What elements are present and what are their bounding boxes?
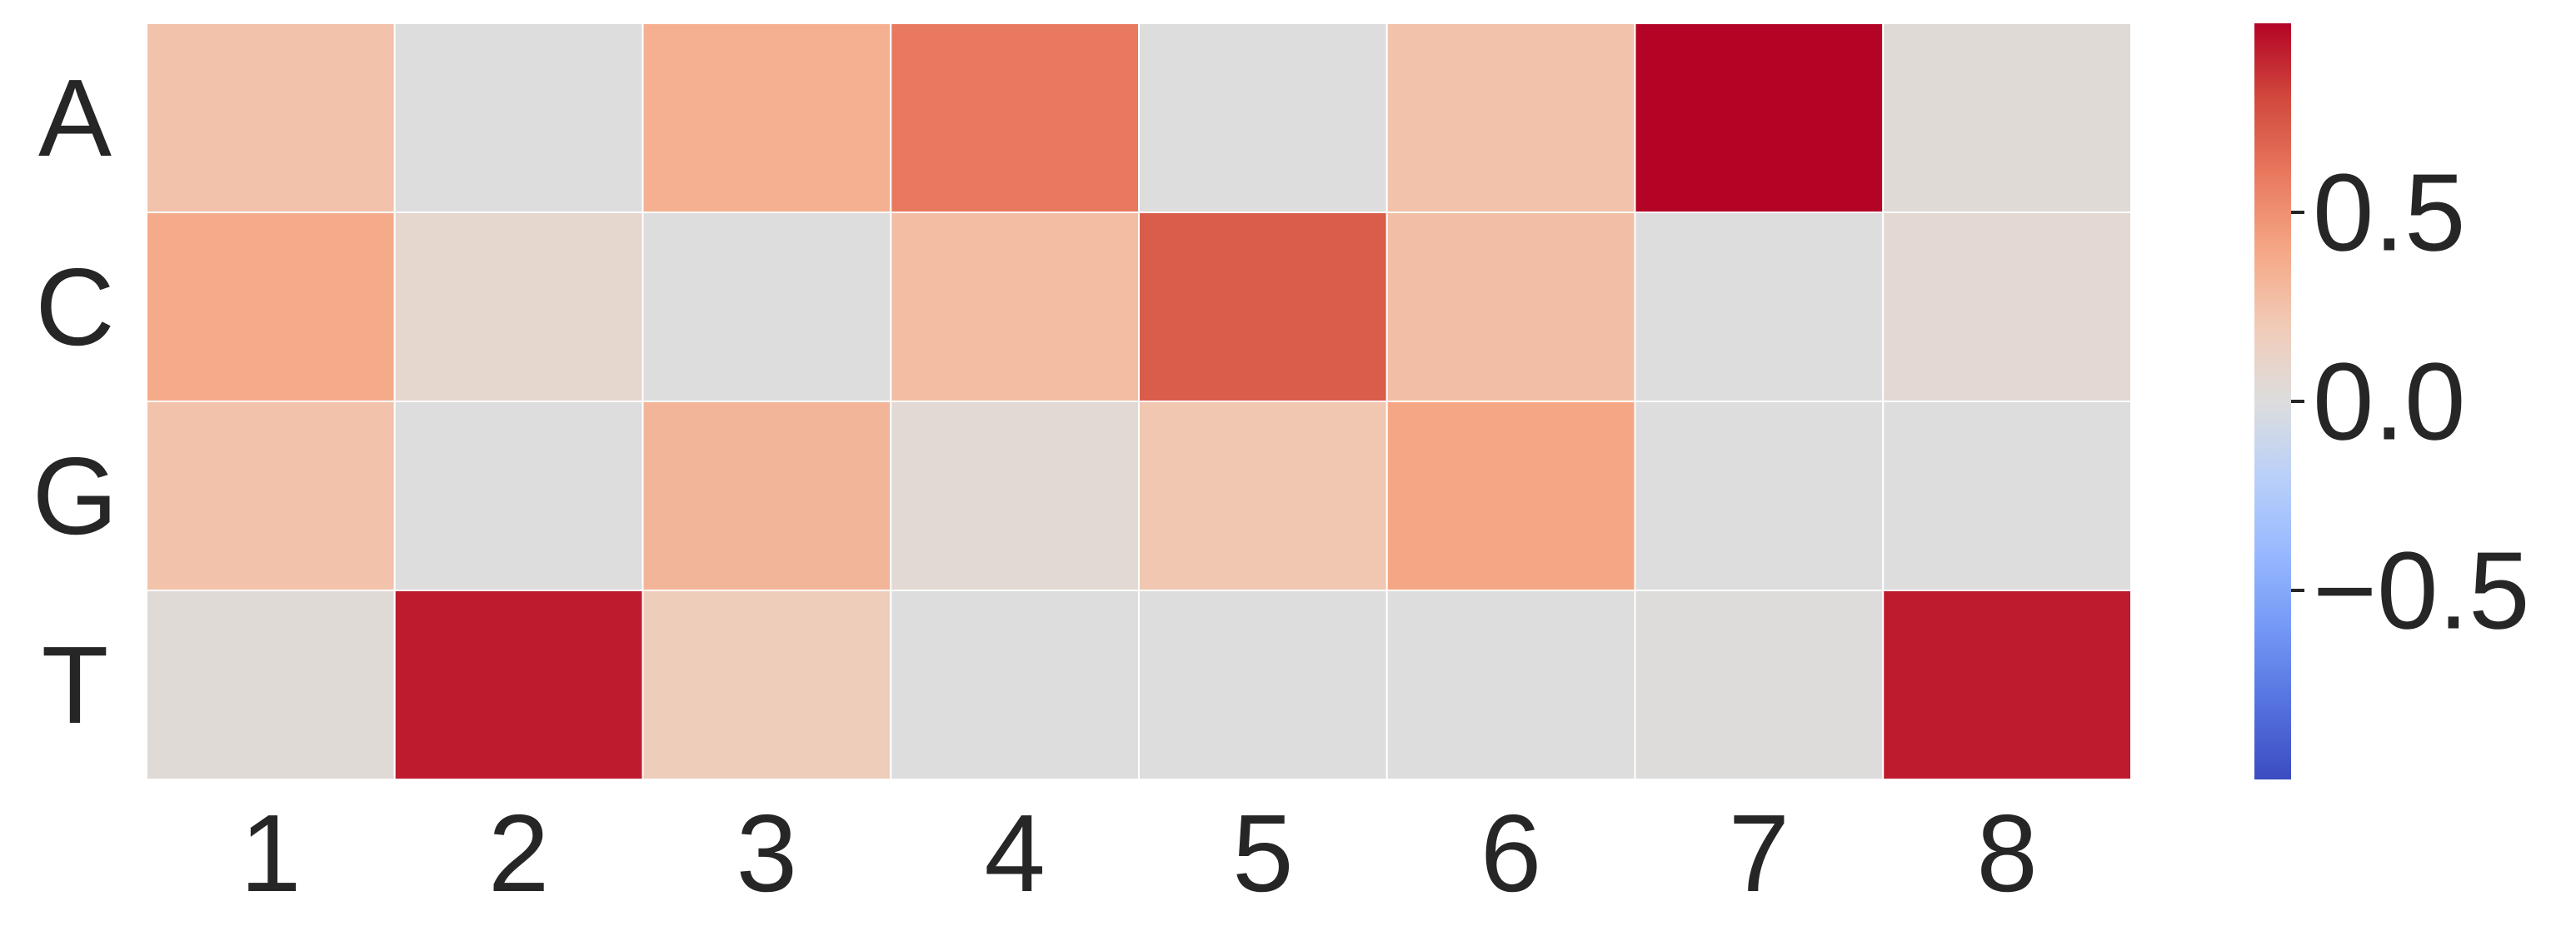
- heatmap-cell-G-6: [1385, 401, 1636, 591]
- heatmap-cell-G-2: [393, 401, 644, 591]
- heatmap-cell-A-7: [1634, 22, 1885, 213]
- colorbar-gradient: [2254, 23, 2291, 779]
- row-label-T: T: [42, 624, 109, 746]
- heatmap-cell-C-2: [393, 212, 644, 402]
- heatmap-cell-T-7: [1634, 590, 1885, 780]
- heatmap-cell-T-1: [146, 590, 396, 780]
- column-labels: 1 2 3 4 5 6 7 8: [240, 792, 2038, 914]
- heatmap-cell-T-5: [1138, 590, 1388, 780]
- heatmap-cell-G-5: [1138, 401, 1388, 591]
- heatmap-cell-A-6: [1385, 22, 1636, 213]
- heatmap-cell-G-8: [1882, 401, 2132, 591]
- heatmap-cell-C-5: [1138, 212, 1388, 402]
- heatmap-cell-A-8: [1882, 22, 2132, 213]
- column-label-7: 7: [1729, 792, 1790, 914]
- heatmap-cell-C-3: [642, 212, 892, 402]
- heatmap-cell-C-6: [1385, 212, 1636, 402]
- heatmap-cell-G-1: [146, 401, 396, 591]
- heatmap-cell-T-3: [642, 590, 892, 780]
- heatmap-cell-C-7: [1634, 212, 1885, 402]
- heatmap-cell-A-5: [1138, 22, 1388, 213]
- heatmap-cell-C-1: [146, 212, 396, 402]
- column-label-2: 2: [488, 792, 549, 914]
- colorbar-tick-label-0: 0.5: [2313, 152, 2466, 274]
- heatmap-cell-T-8: [1882, 590, 2132, 780]
- colorbar: 0.5 0.0 −0.5: [2254, 23, 2530, 779]
- heatmap-cell-G-3: [642, 401, 892, 591]
- heatmap-cells: [146, 22, 2132, 780]
- heatmap-cell-T-6: [1385, 590, 1636, 780]
- heatmap-cell-G-4: [890, 401, 1140, 591]
- heatmap-cell-A-3: [642, 22, 892, 213]
- heatmap-cell-G-7: [1634, 401, 1885, 591]
- column-label-8: 8: [1976, 792, 2037, 914]
- row-label-C: C: [35, 246, 114, 368]
- heatmap-cell-A-1: [146, 22, 396, 213]
- heatmap-cell-C-8: [1882, 212, 2132, 402]
- row-label-G: G: [32, 435, 118, 557]
- colorbar-tick-label-2: −0.5: [2313, 530, 2530, 652]
- heatmap-cell-A-2: [393, 22, 644, 213]
- row-label-A: A: [38, 57, 112, 179]
- column-label-4: 4: [984, 792, 1045, 914]
- heatmap-cell-A-4: [890, 22, 1140, 213]
- column-label-5: 5: [1232, 792, 1293, 914]
- column-label-1: 1: [240, 792, 301, 914]
- column-label-3: 3: [736, 792, 797, 914]
- heatmap-cell-C-4: [890, 212, 1140, 402]
- colorbar-tick-label-1: 0.0: [2313, 341, 2466, 463]
- heatmap-cell-T-2: [393, 590, 644, 780]
- column-label-6: 6: [1480, 792, 1541, 914]
- heatmap-cell-T-4: [890, 590, 1140, 780]
